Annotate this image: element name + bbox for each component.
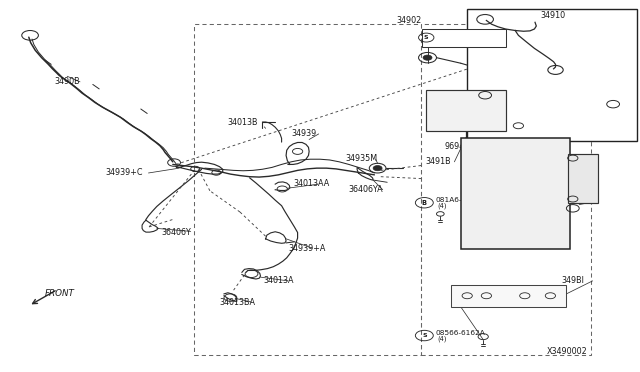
- Text: 36406YA: 36406YA: [349, 185, 383, 194]
- Text: 34939+A: 34939+A: [288, 244, 325, 253]
- Circle shape: [373, 166, 382, 171]
- Text: X3490002: X3490002: [547, 347, 588, 356]
- Text: B: B: [422, 200, 427, 206]
- Text: 34910: 34910: [541, 11, 566, 20]
- FancyBboxPatch shape: [422, 29, 506, 46]
- Text: 3490B: 3490B: [54, 77, 80, 86]
- FancyBboxPatch shape: [451, 285, 566, 307]
- FancyBboxPatch shape: [568, 154, 598, 203]
- Circle shape: [423, 55, 432, 60]
- Text: 08515-50800: 08515-50800: [436, 35, 486, 41]
- Text: 34902: 34902: [397, 16, 422, 25]
- Text: 3491B: 3491B: [426, 157, 451, 166]
- Text: 08566-6162A: 08566-6162A: [435, 330, 485, 336]
- Text: 24341Y: 24341Y: [485, 165, 515, 174]
- FancyBboxPatch shape: [426, 90, 506, 131]
- Text: 34013AR: 34013AR: [541, 196, 577, 205]
- Text: 34013AA: 34013AA: [293, 179, 330, 187]
- Text: (4): (4): [437, 202, 447, 209]
- Text: 34935M: 34935M: [346, 154, 378, 163]
- Text: 34939+C: 34939+C: [106, 169, 143, 177]
- FancyBboxPatch shape: [461, 138, 570, 249]
- Text: FRONT: FRONT: [45, 289, 75, 298]
- Bar: [467, 9, 637, 141]
- Text: 34941: 34941: [541, 161, 566, 170]
- Bar: [194, 24, 421, 355]
- Text: 081A6-8201A: 081A6-8201A: [435, 197, 486, 203]
- Text: 36406Y: 36406Y: [161, 228, 191, 237]
- Text: 34013BA: 34013BA: [220, 298, 255, 307]
- Text: 96940Y: 96940Y: [445, 142, 475, 151]
- Text: S: S: [422, 333, 427, 338]
- Text: 34939: 34939: [291, 129, 316, 138]
- Bar: [421, 24, 591, 355]
- Text: 34013A: 34013A: [264, 276, 294, 285]
- Text: 34013B: 34013B: [227, 118, 258, 126]
- Text: 349BI: 349BI: [562, 276, 585, 285]
- Text: S: S: [424, 35, 429, 40]
- Text: (4): (4): [437, 336, 447, 342]
- Text: (2): (2): [438, 40, 448, 46]
